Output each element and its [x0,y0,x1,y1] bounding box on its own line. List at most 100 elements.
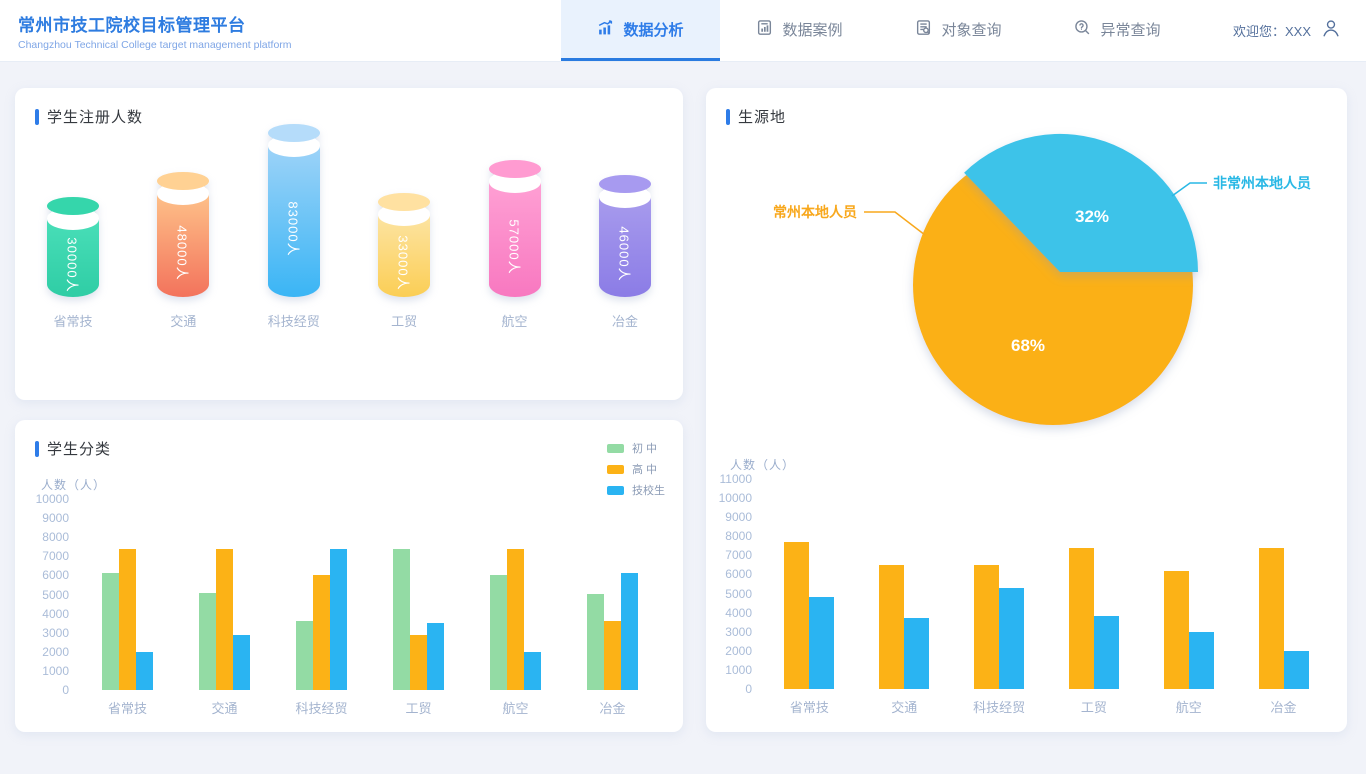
pie-leader-line [864,211,926,236]
title-marker [35,440,39,457]
person-icon[interactable] [1320,17,1342,44]
y-tick-label: 1000 [42,663,69,678]
category-label: 省常技 [789,700,829,715]
category-label: 交通 [891,700,918,715]
cylinder-bar[interactable]: 46000人 [598,175,651,297]
legend-item-technical-student[interactable]: 技校生 [607,482,665,498]
tab-data-cases[interactable]: 数据案例 [720,0,879,61]
cylinder-bar[interactable]: 83000人 [267,124,320,297]
category-label: 航空 [502,701,529,716]
bar[interactable] [490,575,507,690]
bar[interactable] [809,597,835,689]
bar[interactable] [507,549,524,690]
pie-leader-line [1171,182,1207,197]
bar[interactable] [233,635,250,690]
bar[interactable] [216,549,233,690]
bar[interactable] [199,593,216,690]
tab-data-analysis[interactable]: 数据分析 [560,0,720,61]
tab-label: 对象查询 [941,21,1002,39]
card-title-text: 学生分类 [47,441,112,458]
pie-label: 常州本地人员 [773,204,857,220]
bar[interactable] [410,635,427,690]
legend-label: 技校生 [632,485,665,497]
bar[interactable] [1093,616,1119,689]
cylinder-bar[interactable]: 33000人 [378,193,431,297]
legend-item-junior-middle[interactable]: 初 中 [607,440,665,456]
card-student-origin: 生源地 32% 68% 常州本地人员 非常州本地人员 人数（人） 0 1000 2000 30… [706,88,1347,732]
bar[interactable] [974,565,1000,689]
y-tick-label: 1000 [725,662,752,677]
y-axis-title: 人数（人） [41,478,107,492]
bar[interactable] [621,573,638,690]
cylinder-column: 57000人航空 [488,160,541,330]
y-tick-label: 8000 [725,529,752,544]
magnifier-question-icon [1074,19,1091,40]
pie-label: 32% [1075,207,1109,226]
bar[interactable] [296,621,313,690]
y-tick-label: 7000 [725,548,752,563]
origin-pie-chart: 32% 68% 常州本地人员 非常州本地人员 [773,133,1311,425]
bar[interactable] [393,549,410,690]
bar-group [952,565,1047,689]
bar[interactable] [587,594,604,690]
tab-object-query[interactable]: 对象查询 [879,0,1038,61]
category-label: 航空 [501,314,528,329]
y-tick-label: 2000 [42,644,69,659]
cylinder-bar[interactable]: 30000人 [47,197,99,297]
bar-group [1236,548,1331,689]
bar[interactable] [330,549,347,690]
bar-group [176,549,273,690]
category-label: 交通 [211,701,238,716]
y-tick-label: 3000 [725,624,752,639]
bar[interactable] [524,652,541,690]
bar[interactable] [604,621,621,690]
legend: 初 中 高 中 技校生 [607,440,665,498]
card-student-classification: 学生分类 初 中 高 中 技校生 人数（人） 0 1000 2000 3000 4000 5… [15,420,683,732]
bar[interactable] [119,549,136,690]
legend-item-senior-high[interactable]: 高 中 [607,461,665,477]
cylinder-value-label: 83000人 [285,200,301,257]
title-marker [726,108,730,125]
bar[interactable] [427,623,444,690]
document-search-icon [915,19,932,40]
bar[interactable] [136,652,153,690]
cylinder-bar[interactable]: 48000人 [157,172,210,297]
category-label: 工贸 [1080,700,1107,715]
category-label: 科技经贸 [267,314,320,329]
cylinder-bar-chart: 30000人 省常技 48000人 交通 83000人 科技经贸 33000人 工贸 57000… [47,124,651,330]
cylinder-column: 46000人冶金 [598,175,651,330]
y-tick-label: 6000 [42,568,69,583]
bar[interactable] [784,542,810,689]
bar[interactable] [1068,548,1094,689]
y-axis-title: 人数（人） [730,458,796,472]
y-tick-label: 9000 [42,511,69,526]
bar[interactable] [904,618,930,689]
card-title: 学生注册人数 [35,106,143,127]
bar[interactable] [1163,571,1189,689]
cylinder-bar[interactable]: 57000人 [488,160,541,297]
category-label: 交通 [170,314,197,329]
document-chart-icon [756,19,773,40]
y-tick-label: 4000 [725,605,752,620]
bar[interactable] [879,565,905,689]
bar[interactable] [102,573,119,690]
tab-anomaly-query[interactable]: 异常查询 [1038,0,1197,61]
category-label: 冶金 [611,314,638,329]
cylinder-cap [47,197,99,215]
card-title: 生源地 [726,106,786,127]
bar-group [564,573,661,690]
bar[interactable] [1258,548,1284,689]
bar[interactable] [1283,651,1309,689]
cylinder-column: 30000人省常技 [47,197,99,330]
category-label: 科技经贸 [295,701,348,716]
bar[interactable] [1188,632,1214,689]
bar-group [467,549,564,690]
category-label: 省常技 [53,314,93,329]
y-tick-label: 5000 [42,587,69,602]
pie-label: 非常州本地人员 [1213,175,1311,191]
bar[interactable] [313,575,330,690]
category-label: 省常技 [107,701,147,716]
pie-slice-nonlocal[interactable] [964,133,1198,272]
app-header: 常州市技工院校目标管理平台 Changzhou Technical Colleg… [0,0,1366,62]
bar[interactable] [999,588,1025,689]
